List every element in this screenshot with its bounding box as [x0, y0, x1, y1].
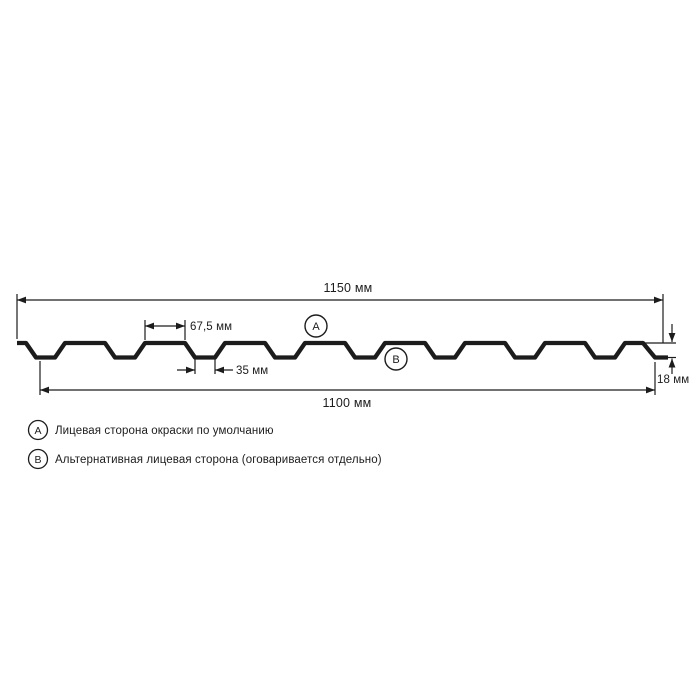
legend-b-label: Альтернативная лицевая сторона (оговарив…: [55, 454, 382, 466]
legend-item-a: A Лицевая сторона окраски по умолчанию: [27, 419, 274, 441]
dim-profile-height: 18 мм: [645, 324, 689, 386]
dim-trough-width-label: 35 мм: [236, 365, 268, 377]
dim-trough-width: 35 мм: [177, 359, 268, 377]
legend-a-label: Лицевая сторона окраски по умолчанию: [55, 425, 274, 437]
dim-total-width: 1150 мм: [16, 281, 664, 343]
legend: A Лицевая сторона окраски по умолчанию B…: [27, 419, 382, 470]
legend-b-circle-icon: [27, 448, 49, 470]
marker-side-a: A: [304, 314, 328, 338]
legend-b-letter: B: [34, 454, 41, 466]
dim-crest-width: 67,5 мм: [144, 320, 232, 340]
legend-a-letter: A: [34, 425, 41, 437]
dim-total-width-label: 1150 мм: [324, 281, 373, 295]
legend-item-b: B Альтернативная лицевая сторона (оговар…: [27, 448, 382, 470]
marker-side-b: B: [384, 347, 408, 371]
dim-crest-width-label: 67,5 мм: [190, 321, 232, 333]
marker-a-circle-icon: [304, 314, 328, 338]
legend-a-circle-icon: [27, 419, 49, 441]
dim-profile-height-label: 18 мм: [657, 374, 689, 386]
dim-working-width-label: 1100 мм: [323, 396, 372, 410]
marker-b-circle-icon: [384, 347, 408, 371]
profile-outline: [17, 340, 668, 360]
marker-a-letter: A: [312, 321, 320, 333]
marker-b-letter: B: [392, 354, 399, 366]
dim-working-width: 1100 мм: [39, 361, 656, 410]
